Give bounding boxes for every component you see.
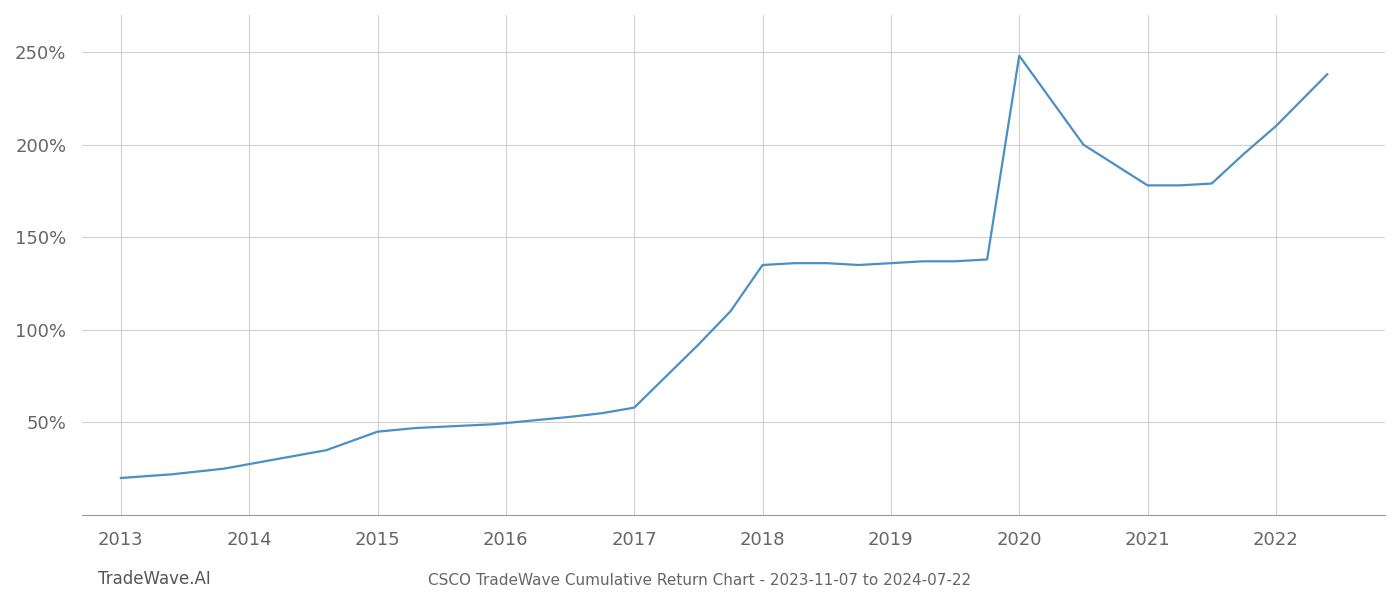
Text: TradeWave.AI: TradeWave.AI (98, 570, 211, 588)
Text: CSCO TradeWave Cumulative Return Chart - 2023-11-07 to 2024-07-22: CSCO TradeWave Cumulative Return Chart -… (428, 573, 972, 588)
